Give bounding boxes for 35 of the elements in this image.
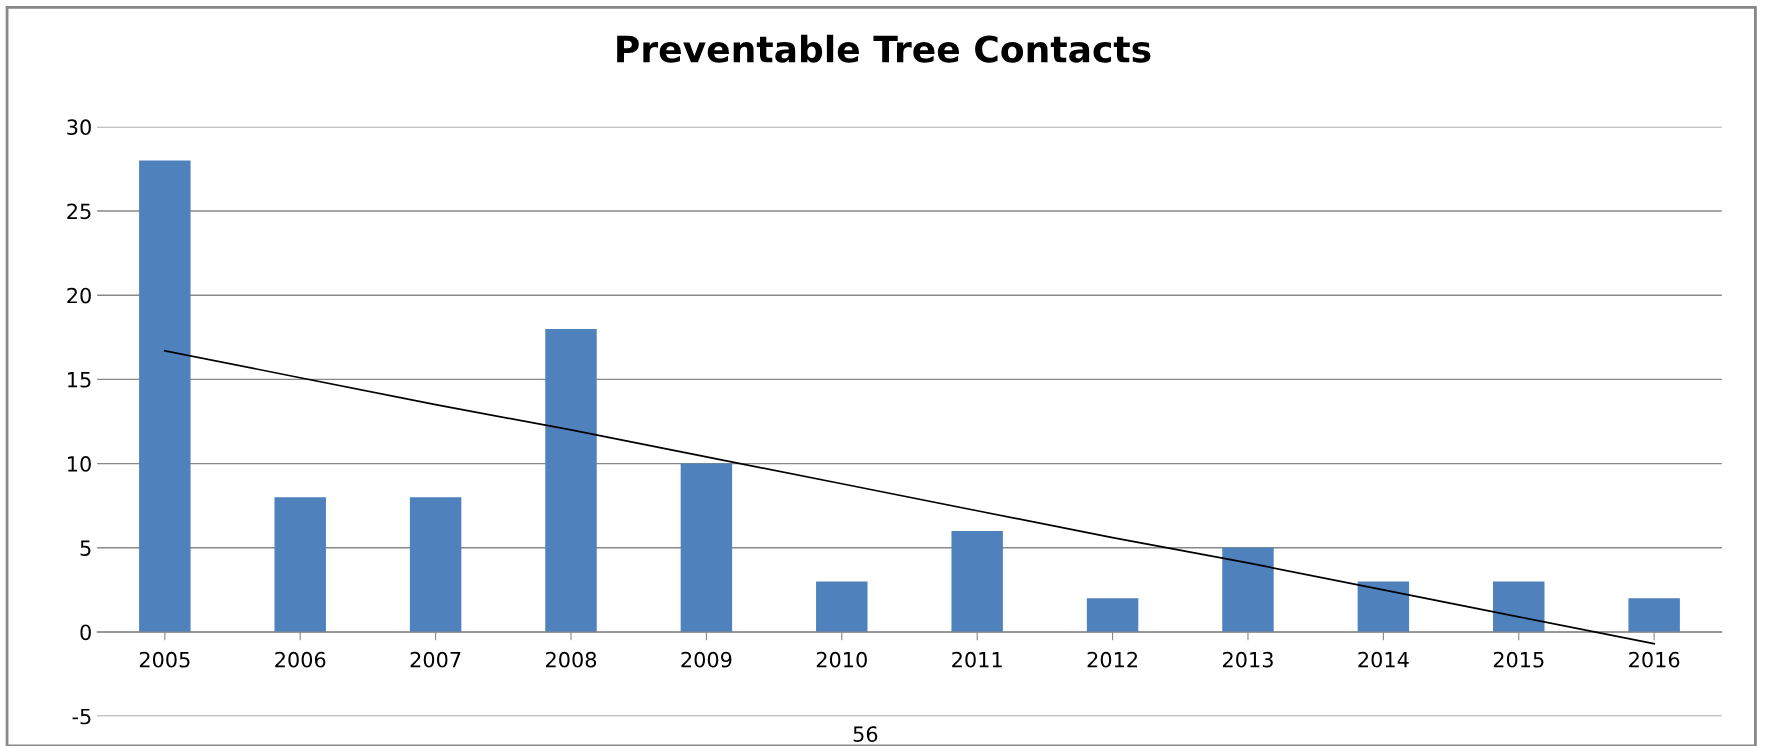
y-tick-label: 15 — [68, 372, 91, 388]
y-tick-label: 30 — [67, 119, 91, 136]
bar — [274, 497, 326, 632]
bar — [1086, 598, 1139, 632]
chart-title: Preventable Tree Contacts — [617, 34, 1151, 63]
bar — [139, 160, 191, 632]
x-tick-label: 2015 — [1493, 651, 1544, 668]
x-tick-label: 2005 — [139, 651, 190, 668]
x-tick-label: 2010 — [816, 651, 867, 668]
bar — [816, 581, 868, 632]
bar — [409, 497, 462, 632]
text: 56 — [853, 726, 878, 742]
y-tick-label: -5 — [72, 708, 91, 725]
x-tick-label: 2016 — [1629, 651, 1680, 668]
x-tick-label: 2013 — [1222, 651, 1273, 668]
x-tick-label: 2012 — [1087, 651, 1137, 668]
x-tick-label: 2006 — [275, 651, 326, 668]
y-tick-label: 20 — [67, 287, 91, 304]
bar — [545, 328, 597, 632]
bar — [951, 530, 1003, 632]
bar — [680, 463, 733, 632]
line-series — [163, 349, 1655, 645]
x-tick-label: 2009 — [681, 651, 732, 668]
y-tick-label: 5 — [80, 540, 91, 556]
bar — [1222, 547, 1274, 632]
bar — [1493, 581, 1545, 632]
y-tick-label: 25 — [67, 203, 91, 220]
y-tick-label: 0 — [80, 624, 91, 641]
x-tick-label: 2014 — [1358, 651, 1409, 668]
x-tick-label: 2008 — [546, 651, 597, 668]
y-tick-label: 10 — [68, 456, 91, 472]
x-tick-label: 2007 — [410, 651, 461, 668]
bar — [1628, 598, 1680, 632]
x-tick-label: 2011 — [952, 651, 1002, 668]
bar — [1357, 581, 1410, 632]
